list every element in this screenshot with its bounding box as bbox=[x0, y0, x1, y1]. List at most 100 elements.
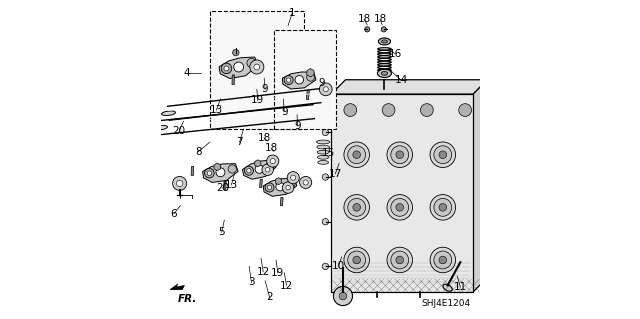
Text: 8: 8 bbox=[195, 147, 202, 157]
Polygon shape bbox=[280, 197, 283, 206]
Circle shape bbox=[365, 27, 370, 32]
Ellipse shape bbox=[317, 155, 329, 159]
Polygon shape bbox=[331, 80, 488, 94]
Ellipse shape bbox=[317, 145, 330, 149]
Circle shape bbox=[232, 49, 239, 56]
Circle shape bbox=[391, 146, 409, 164]
Text: 18: 18 bbox=[357, 14, 371, 24]
Ellipse shape bbox=[317, 140, 330, 144]
Circle shape bbox=[353, 151, 360, 159]
Polygon shape bbox=[473, 80, 488, 292]
Text: 12: 12 bbox=[280, 280, 293, 291]
Polygon shape bbox=[307, 91, 309, 100]
Circle shape bbox=[265, 183, 274, 192]
Circle shape bbox=[439, 151, 447, 159]
Circle shape bbox=[286, 185, 291, 190]
Text: 2: 2 bbox=[266, 292, 273, 302]
Text: 9: 9 bbox=[318, 78, 325, 88]
Polygon shape bbox=[263, 179, 297, 196]
Ellipse shape bbox=[381, 71, 388, 75]
Circle shape bbox=[344, 247, 369, 273]
Bar bbox=[274, 30, 336, 129]
Text: 12: 12 bbox=[257, 267, 270, 277]
Circle shape bbox=[254, 64, 260, 70]
Circle shape bbox=[387, 247, 413, 273]
Text: 20: 20 bbox=[216, 183, 229, 193]
Text: 20: 20 bbox=[172, 126, 186, 137]
Circle shape bbox=[255, 165, 264, 173]
Circle shape bbox=[396, 204, 404, 211]
Circle shape bbox=[322, 219, 328, 225]
Polygon shape bbox=[282, 72, 316, 89]
Circle shape bbox=[348, 146, 365, 164]
Ellipse shape bbox=[378, 69, 392, 78]
Ellipse shape bbox=[381, 40, 387, 43]
Bar bbox=[331, 94, 473, 292]
Polygon shape bbox=[260, 179, 262, 188]
Circle shape bbox=[173, 176, 187, 190]
Text: 16: 16 bbox=[388, 48, 401, 59]
Circle shape bbox=[307, 73, 314, 81]
Circle shape bbox=[291, 175, 296, 180]
Circle shape bbox=[247, 168, 251, 173]
Text: 15: 15 bbox=[323, 148, 335, 158]
Circle shape bbox=[430, 195, 456, 220]
Circle shape bbox=[322, 129, 328, 136]
Circle shape bbox=[276, 182, 284, 191]
Circle shape bbox=[262, 164, 273, 175]
Circle shape bbox=[459, 104, 472, 116]
Circle shape bbox=[434, 146, 452, 164]
Text: 9: 9 bbox=[294, 121, 301, 131]
Circle shape bbox=[244, 166, 253, 175]
Polygon shape bbox=[203, 164, 238, 182]
Circle shape bbox=[339, 292, 347, 300]
Text: 11: 11 bbox=[454, 282, 467, 292]
Text: 10: 10 bbox=[332, 261, 345, 271]
Circle shape bbox=[177, 180, 183, 187]
Text: FR.: FR. bbox=[178, 294, 197, 304]
Text: 7: 7 bbox=[236, 137, 243, 147]
Text: 5: 5 bbox=[218, 227, 225, 237]
Circle shape bbox=[247, 58, 256, 68]
Ellipse shape bbox=[317, 150, 329, 154]
Circle shape bbox=[387, 195, 413, 220]
Circle shape bbox=[221, 63, 232, 74]
Text: 9: 9 bbox=[262, 84, 268, 94]
Circle shape bbox=[268, 185, 271, 189]
Text: 18: 18 bbox=[265, 143, 278, 153]
Circle shape bbox=[344, 142, 369, 167]
Circle shape bbox=[391, 198, 409, 216]
Circle shape bbox=[387, 142, 413, 167]
Circle shape bbox=[322, 263, 328, 270]
Circle shape bbox=[303, 180, 308, 185]
Circle shape bbox=[434, 198, 452, 216]
Circle shape bbox=[396, 151, 404, 159]
Text: 18: 18 bbox=[373, 14, 387, 24]
Circle shape bbox=[266, 167, 270, 172]
Circle shape bbox=[353, 204, 360, 211]
Circle shape bbox=[430, 247, 456, 273]
Polygon shape bbox=[170, 284, 184, 290]
Circle shape bbox=[344, 104, 356, 116]
Circle shape bbox=[319, 83, 332, 96]
Circle shape bbox=[267, 155, 279, 167]
Circle shape bbox=[439, 204, 447, 211]
Text: 19: 19 bbox=[251, 95, 264, 106]
Circle shape bbox=[224, 66, 229, 71]
Text: 18: 18 bbox=[257, 133, 271, 143]
Circle shape bbox=[420, 104, 433, 116]
Circle shape bbox=[333, 286, 353, 306]
Circle shape bbox=[300, 176, 312, 189]
Ellipse shape bbox=[443, 284, 452, 291]
Circle shape bbox=[266, 161, 275, 169]
Circle shape bbox=[391, 251, 409, 269]
Text: 14: 14 bbox=[395, 75, 408, 85]
Circle shape bbox=[322, 174, 328, 180]
Polygon shape bbox=[223, 181, 226, 190]
Circle shape bbox=[381, 27, 387, 32]
Text: 13: 13 bbox=[210, 105, 223, 115]
Ellipse shape bbox=[154, 125, 168, 130]
Circle shape bbox=[216, 168, 225, 177]
Polygon shape bbox=[232, 75, 234, 85]
Circle shape bbox=[284, 76, 293, 85]
